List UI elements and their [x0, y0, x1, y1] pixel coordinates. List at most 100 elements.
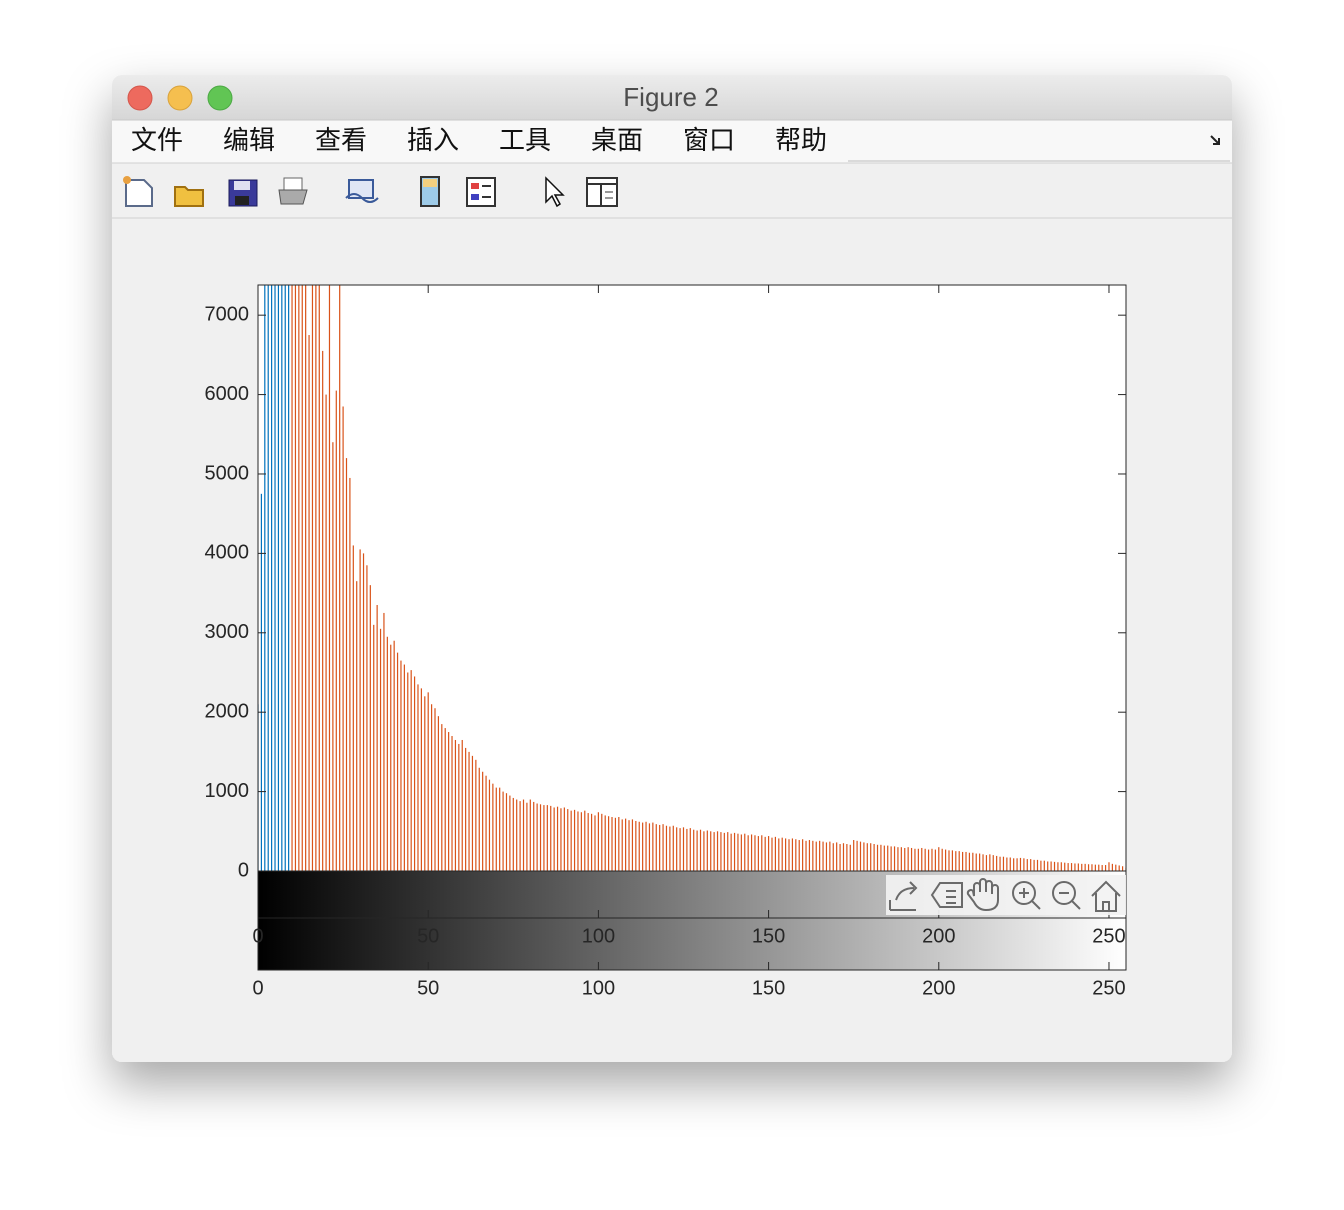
- bar: [573, 809, 576, 871]
- home-icon[interactable]: [1091, 880, 1121, 912]
- bar: [441, 724, 443, 871]
- menu-item[interactable]: 窗口: [683, 125, 735, 155]
- menu-item[interactable]: 工具: [499, 125, 551, 155]
- bar: [665, 825, 668, 871]
- bar: [468, 751, 470, 871]
- bar: [359, 549, 361, 871]
- bar: [1087, 864, 1090, 871]
- bar: [550, 805, 552, 871]
- pan-icon[interactable]: [966, 878, 999, 912]
- bar: [917, 848, 919, 871]
- bar: [798, 840, 800, 871]
- y-tick-label: 7000: [205, 303, 250, 325]
- legend-icon[interactable]: [466, 177, 496, 207]
- bar: [863, 842, 865, 871]
- bar: [1033, 859, 1035, 871]
- bar: [839, 844, 841, 871]
- bar: [437, 716, 440, 871]
- bar: [730, 833, 732, 871]
- colorbar-icon[interactable]: [420, 176, 440, 207]
- dock-icon[interactable]: [1210, 135, 1220, 145]
- zoom-in-icon[interactable]: [1019, 888, 1041, 910]
- bar: [955, 851, 957, 871]
- bar: [825, 842, 828, 871]
- save-icon[interactable]: [228, 179, 258, 207]
- new-icon[interactable]: [123, 176, 153, 207]
- bar: [1101, 865, 1103, 871]
- bar: [590, 813, 593, 871]
- bar: [927, 849, 930, 871]
- bar: [495, 787, 497, 871]
- bar: [1040, 860, 1042, 871]
- bar: [434, 708, 436, 871]
- pointer-icon[interactable]: [545, 176, 565, 208]
- bar: [880, 844, 882, 871]
- bar: [1030, 859, 1032, 871]
- bar: [853, 840, 855, 871]
- bar: [560, 808, 562, 871]
- bar: [505, 793, 508, 871]
- menu-item[interactable]: 插入: [407, 125, 459, 155]
- bar: [577, 811, 579, 871]
- zoom-button[interactable]: [207, 85, 233, 111]
- bar: [941, 848, 943, 871]
- bar: [1064, 862, 1066, 871]
- print-icon[interactable]: [278, 177, 308, 205]
- link-icon[interactable]: [345, 179, 379, 203]
- bar: [454, 739, 457, 871]
- bar: [659, 824, 661, 871]
- bar: [288, 285, 290, 871]
- bar: [536, 803, 538, 871]
- y-tick-label: 3000: [205, 621, 250, 643]
- bar: [866, 843, 868, 871]
- bar: [332, 442, 334, 871]
- bar: [910, 847, 913, 871]
- bar: [400, 660, 402, 871]
- bar: [499, 787, 501, 871]
- bar: [876, 844, 879, 871]
- bar: [274, 285, 276, 871]
- bar: [662, 824, 664, 871]
- bar: [1057, 862, 1059, 871]
- bar: [635, 820, 637, 871]
- property-icon[interactable]: [586, 177, 618, 207]
- x-tick-label: 200: [922, 925, 955, 947]
- export-icon[interactable]: [889, 881, 918, 911]
- brush-icon[interactable]: [930, 882, 963, 908]
- menu-item[interactable]: 帮助: [775, 125, 827, 155]
- menu-item[interactable]: 文件: [131, 125, 183, 155]
- bar: [539, 804, 542, 871]
- open-icon[interactable]: [174, 186, 204, 207]
- bar: [621, 819, 623, 871]
- bar: [1013, 858, 1015, 871]
- y-tick-label: 0: [238, 859, 249, 881]
- bar: [934, 849, 936, 871]
- bar: [420, 688, 422, 871]
- bar: [471, 755, 474, 871]
- menu-item[interactable]: 桌面: [591, 125, 643, 155]
- menu-item[interactable]: 编辑: [223, 125, 275, 155]
- bar: [611, 817, 613, 871]
- minimize-button[interactable]: [167, 85, 193, 111]
- bar: [601, 813, 603, 871]
- strip-tick-label: 100: [582, 977, 615, 999]
- bar: [1115, 864, 1117, 871]
- bar: [1002, 856, 1005, 871]
- bar: [859, 841, 862, 871]
- bar: [305, 285, 307, 871]
- bar: [431, 704, 433, 871]
- bar: [1121, 866, 1124, 871]
- zoom-out-icon[interactable]: [1059, 892, 1081, 910]
- bar: [757, 836, 759, 871]
- menu-item[interactable]: 查看: [315, 125, 367, 155]
- bar: [832, 843, 834, 871]
- bar: [509, 795, 511, 871]
- window-title: Figure 2: [623, 82, 718, 112]
- strip-tick-label: 250: [1092, 977, 1125, 999]
- close-button[interactable]: [127, 85, 153, 111]
- x-tick-label: 250: [1092, 925, 1125, 947]
- bar: [267, 285, 269, 871]
- strip-tick-label: 50: [417, 977, 439, 999]
- bar: [308, 335, 310, 871]
- bar: [417, 684, 419, 871]
